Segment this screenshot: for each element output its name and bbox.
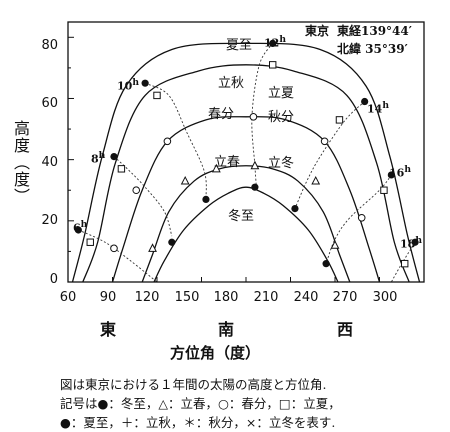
marker-filled-circle [291,204,299,213]
caption-line-1: 図は東京における１年間の太陽の高度と方位角. [60,377,327,392]
hour-label-14: 14h [367,100,389,116]
marker-open-square [269,61,277,69]
location-name: 東京 [305,24,330,38]
marker-open-square [117,165,126,173]
marker-filled-circle [322,260,330,268]
direction-west: 西 [336,320,353,339]
x-tick: 270 [332,290,358,305]
marker-open-triangle [180,175,190,185]
y-tick: 0 [49,272,58,287]
hour-label-10: 10h [117,77,139,93]
y-axis-label: 高度（度） [11,120,30,205]
marker-filled-circle [411,238,419,246]
path-label-summer-solstice: 夏至 [226,38,253,53]
x-tick: 210 [253,290,279,305]
path-label-rikka: 立夏 [268,86,295,101]
day-path-3 [141,165,351,283]
marker-open-circle [357,213,366,222]
marker-open-square [86,238,94,246]
marker-open-square [380,186,388,194]
y-tick: 60 [41,96,58,111]
marker-open-square [335,116,344,124]
day-path-0 [71,42,421,283]
day-path-2 [111,116,381,283]
hour-label-6: 6h [73,219,88,235]
caption-line-3: ●：夏至，＋：立秋，＊：秋分，×：立冬を表す. [60,415,336,430]
x-tick: 180 [213,290,239,305]
path-label-winter-solstice: 冬至 [228,209,255,224]
marker-filled-circle [361,97,369,106]
path-label-risshun: 立春 [214,155,241,170]
path-label-shubun: 秋分 [268,110,295,125]
marker-filled-circle [202,195,210,204]
hour-line-10 [144,82,207,200]
marker-open-triangle [250,160,260,170]
marker-filled-circle [141,79,149,87]
direction-east: 東 [99,320,116,339]
x-axis-label: 方位角（度） [170,344,261,362]
marker-open-triangle [311,175,321,185]
marker-open-circle [132,186,141,195]
marker-filled-circle [387,171,395,179]
caption-line-2: 記号は●：冬至，△：立春，○：春分，□：立夏， [60,396,341,411]
marker-open-circle [249,113,258,121]
marker-open-triangle [211,163,221,173]
location-latitude: 北緯 35°39′ [337,42,408,56]
x-tick: 120 [134,290,160,305]
marker-filled-circle [269,39,277,48]
hour-line-14 [294,101,366,209]
day-path-4 [153,186,339,283]
location-longitude: 東経139°44′ [337,24,412,38]
y-tick: 40 [41,155,58,170]
marker-open-square [153,91,161,100]
x-tick: 60 [59,290,77,305]
marker-filled-circle [74,226,82,234]
hour-line-6 [78,229,158,283]
x-tick: 240 [293,290,319,305]
hour-label-16: 16h [389,164,411,180]
hour-label-8: 8h [91,150,106,166]
marker-open-circle [110,244,118,253]
direction-south: 南 [217,320,234,339]
x-tick: 300 [372,290,398,305]
x-tick: 150 [174,290,200,305]
plot-frame [67,21,425,283]
marker-filled-circle [168,238,176,246]
path-label-risshu: 立秋 [218,76,245,91]
marker-open-triangle [148,243,157,252]
path-label-shunbun: 春分 [208,107,235,122]
y-tick: 20 [41,213,58,228]
marker-open-triangle [330,240,340,249]
y-tick: 80 [41,38,58,53]
marker-open-circle [320,137,329,146]
path-label-ritto: 立冬 [268,156,295,171]
marker-open-square [401,259,409,268]
marker-filled-circle [110,152,118,161]
x-tick: 90 [99,290,117,305]
hour-label-18: 18h [400,235,422,251]
marker-filled-circle [251,183,259,191]
marker-open-circle [163,137,172,146]
hour-label-12: 12h [264,34,286,50]
